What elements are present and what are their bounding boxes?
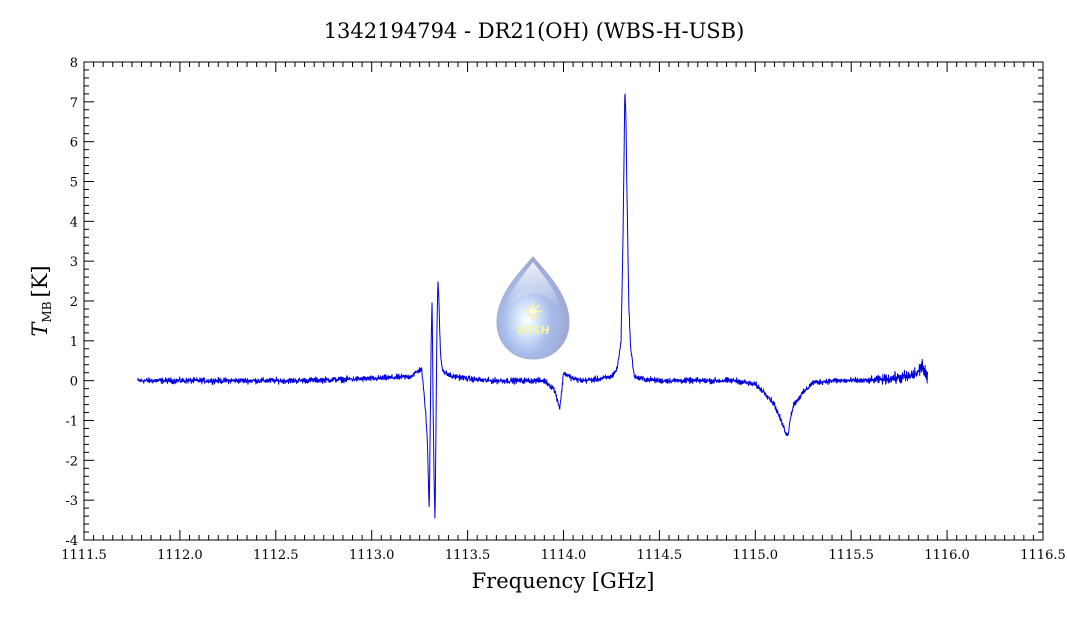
y-tick-label: 5 bbox=[70, 176, 78, 191]
svg-text:TMB[K]: TMB[K] bbox=[28, 265, 54, 336]
y-tick-label: 7 bbox=[70, 96, 78, 111]
x-tick-label: 1114.5 bbox=[637, 548, 683, 563]
x-tick-label: 1115.5 bbox=[828, 548, 874, 563]
y-tick-label: 0 bbox=[70, 375, 78, 390]
wish-logo-text: WISH bbox=[516, 324, 549, 337]
x-tick-label: 1112.5 bbox=[253, 548, 299, 563]
y-tick-labels: -4 -3 -2 -1 0 1 2 3 4 5 6 7 8 bbox=[65, 56, 78, 549]
y-tick-label: -2 bbox=[65, 454, 78, 469]
x-tick-label: 1116.5 bbox=[1020, 548, 1066, 563]
y-tick-label: 8 bbox=[70, 56, 78, 71]
chart-title: 1342194794 - DR21(OH) (WBS-H-USB) bbox=[324, 19, 745, 43]
y-tick-label: 1 bbox=[70, 335, 78, 350]
y-tick-label: 2 bbox=[70, 295, 78, 310]
x-axis-label: Frequency [GHz] bbox=[472, 569, 655, 593]
spectrum-line bbox=[137, 93, 929, 519]
x-tick-label: 1113.5 bbox=[445, 548, 491, 563]
x-tick-label: 1115.0 bbox=[733, 548, 779, 563]
axis-ticks bbox=[83, 61, 1044, 541]
x-tick-label: 1113.0 bbox=[349, 548, 395, 563]
y-axis-label: TMB[K] bbox=[28, 265, 54, 336]
y-tick-label: 4 bbox=[70, 215, 78, 230]
x-tick-label: 1116.0 bbox=[924, 548, 970, 563]
y-tick-label: 3 bbox=[70, 255, 78, 270]
y-tick-label: -1 bbox=[65, 415, 78, 430]
y-tick-label: 6 bbox=[70, 136, 78, 151]
y-tick-label: -3 bbox=[65, 494, 78, 509]
x-tick-label: 1114.0 bbox=[541, 548, 587, 563]
y-tick-label: -4 bbox=[65, 534, 78, 549]
x-tick-label: 1111.5 bbox=[61, 548, 107, 563]
x-tick-labels: 1111.5 1112.0 1112.5 1113.0 1113.5 1114.0 1114… bbox=[61, 548, 1066, 563]
wish-logo: WISH bbox=[496, 256, 570, 360]
x-tick-label: 1112.0 bbox=[157, 548, 203, 563]
plot-frame bbox=[83, 61, 1044, 541]
